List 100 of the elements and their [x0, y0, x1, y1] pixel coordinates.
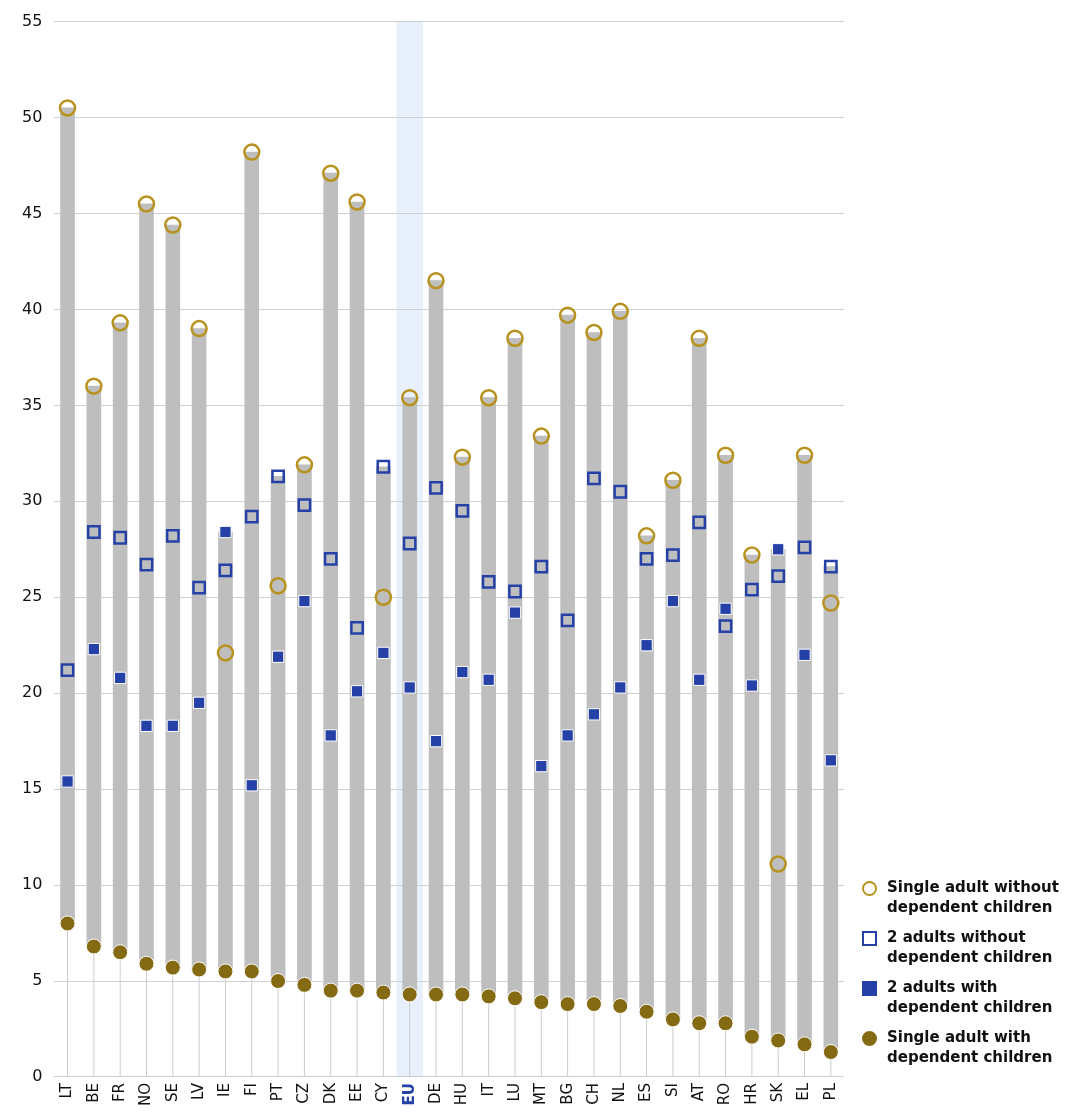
point [771, 569, 786, 584]
y-tick-label: 25 [22, 586, 43, 606]
x-tick-label: HR [741, 1082, 760, 1105]
point [400, 388, 419, 407]
point [690, 329, 708, 347]
point [58, 99, 77, 117]
x-tick-label: PT [267, 1082, 286, 1102]
point [374, 588, 393, 607]
y-tick-label: 5 [32, 970, 43, 990]
legend-label: Single adult with dependent children [887, 1026, 1054, 1067]
x-tick-label: ES [636, 1082, 655, 1102]
x-tick-label: HU [452, 1082, 471, 1106]
point [743, 546, 761, 564]
point [744, 582, 759, 597]
x-tick-label: CZ [294, 1082, 313, 1104]
point [770, 1032, 787, 1049]
legend-label: 2 adults with dependent children [887, 976, 1054, 1017]
x-tick-label: FR [110, 1082, 129, 1103]
point [140, 719, 153, 732]
point [164, 216, 182, 234]
point [611, 302, 630, 321]
point [587, 708, 601, 721]
y-tick-label: 40 [22, 298, 43, 318]
point [535, 759, 548, 773]
point [718, 619, 733, 633]
point [192, 696, 206, 709]
y-tick-label: 35 [22, 394, 43, 414]
legend-label: Single adult without dependent children [887, 876, 1060, 917]
point [508, 606, 522, 619]
point [481, 575, 496, 589]
x-tick-label: SK [768, 1081, 787, 1103]
point [138, 955, 155, 972]
point [112, 944, 129, 961]
y-tick-label: 50 [22, 106, 43, 126]
point [295, 456, 314, 474]
point [427, 271, 445, 290]
point [321, 164, 340, 182]
point [480, 988, 497, 1005]
point [822, 594, 840, 612]
point [218, 563, 233, 578]
point [666, 594, 680, 608]
point [165, 528, 180, 543]
y-tick-label: 0 [32, 1066, 43, 1086]
x-tick-label: BG [557, 1082, 576, 1105]
point [298, 594, 311, 608]
point [323, 551, 338, 566]
x-tick-label: MT [531, 1082, 550, 1106]
point [164, 959, 181, 976]
point [350, 621, 364, 635]
point [217, 963, 234, 980]
point [664, 1011, 681, 1028]
x-tick-label: NO [136, 1082, 155, 1106]
point [245, 779, 258, 792]
point [612, 997, 629, 1014]
point [86, 525, 101, 539]
point [797, 540, 812, 555]
point [244, 509, 259, 524]
point [692, 515, 707, 530]
point [585, 996, 602, 1013]
point [324, 729, 337, 742]
point [745, 679, 759, 692]
point [534, 559, 549, 574]
point [691, 1015, 708, 1032]
point [429, 735, 443, 748]
point [243, 963, 260, 980]
point [558, 306, 577, 324]
point [401, 986, 418, 1003]
point [506, 990, 523, 1007]
point [114, 671, 127, 685]
point [85, 377, 103, 395]
point [377, 646, 390, 660]
point [191, 961, 208, 978]
point [823, 559, 838, 574]
x-tick-label: DE [425, 1082, 444, 1104]
point [269, 577, 287, 595]
point [795, 446, 814, 465]
point [664, 471, 682, 489]
point [482, 673, 495, 686]
point [111, 314, 129, 332]
point [693, 673, 706, 686]
point [350, 685, 364, 698]
point [769, 855, 787, 873]
point [403, 681, 416, 694]
point [85, 938, 102, 955]
point [60, 663, 75, 678]
point [349, 982, 366, 999]
x-tick-label: RO [715, 1082, 734, 1106]
x-tick-label: AT [689, 1082, 708, 1102]
point [87, 642, 100, 656]
y-tick-label: 30 [22, 490, 43, 510]
point [216, 644, 235, 662]
point [719, 602, 732, 615]
x-tick-label: LT [57, 1082, 76, 1099]
point [798, 648, 811, 661]
point [296, 976, 313, 993]
point [824, 754, 837, 767]
x-tick-label: SE [162, 1082, 181, 1102]
point [61, 775, 74, 788]
point [190, 319, 208, 338]
point [59, 915, 76, 932]
